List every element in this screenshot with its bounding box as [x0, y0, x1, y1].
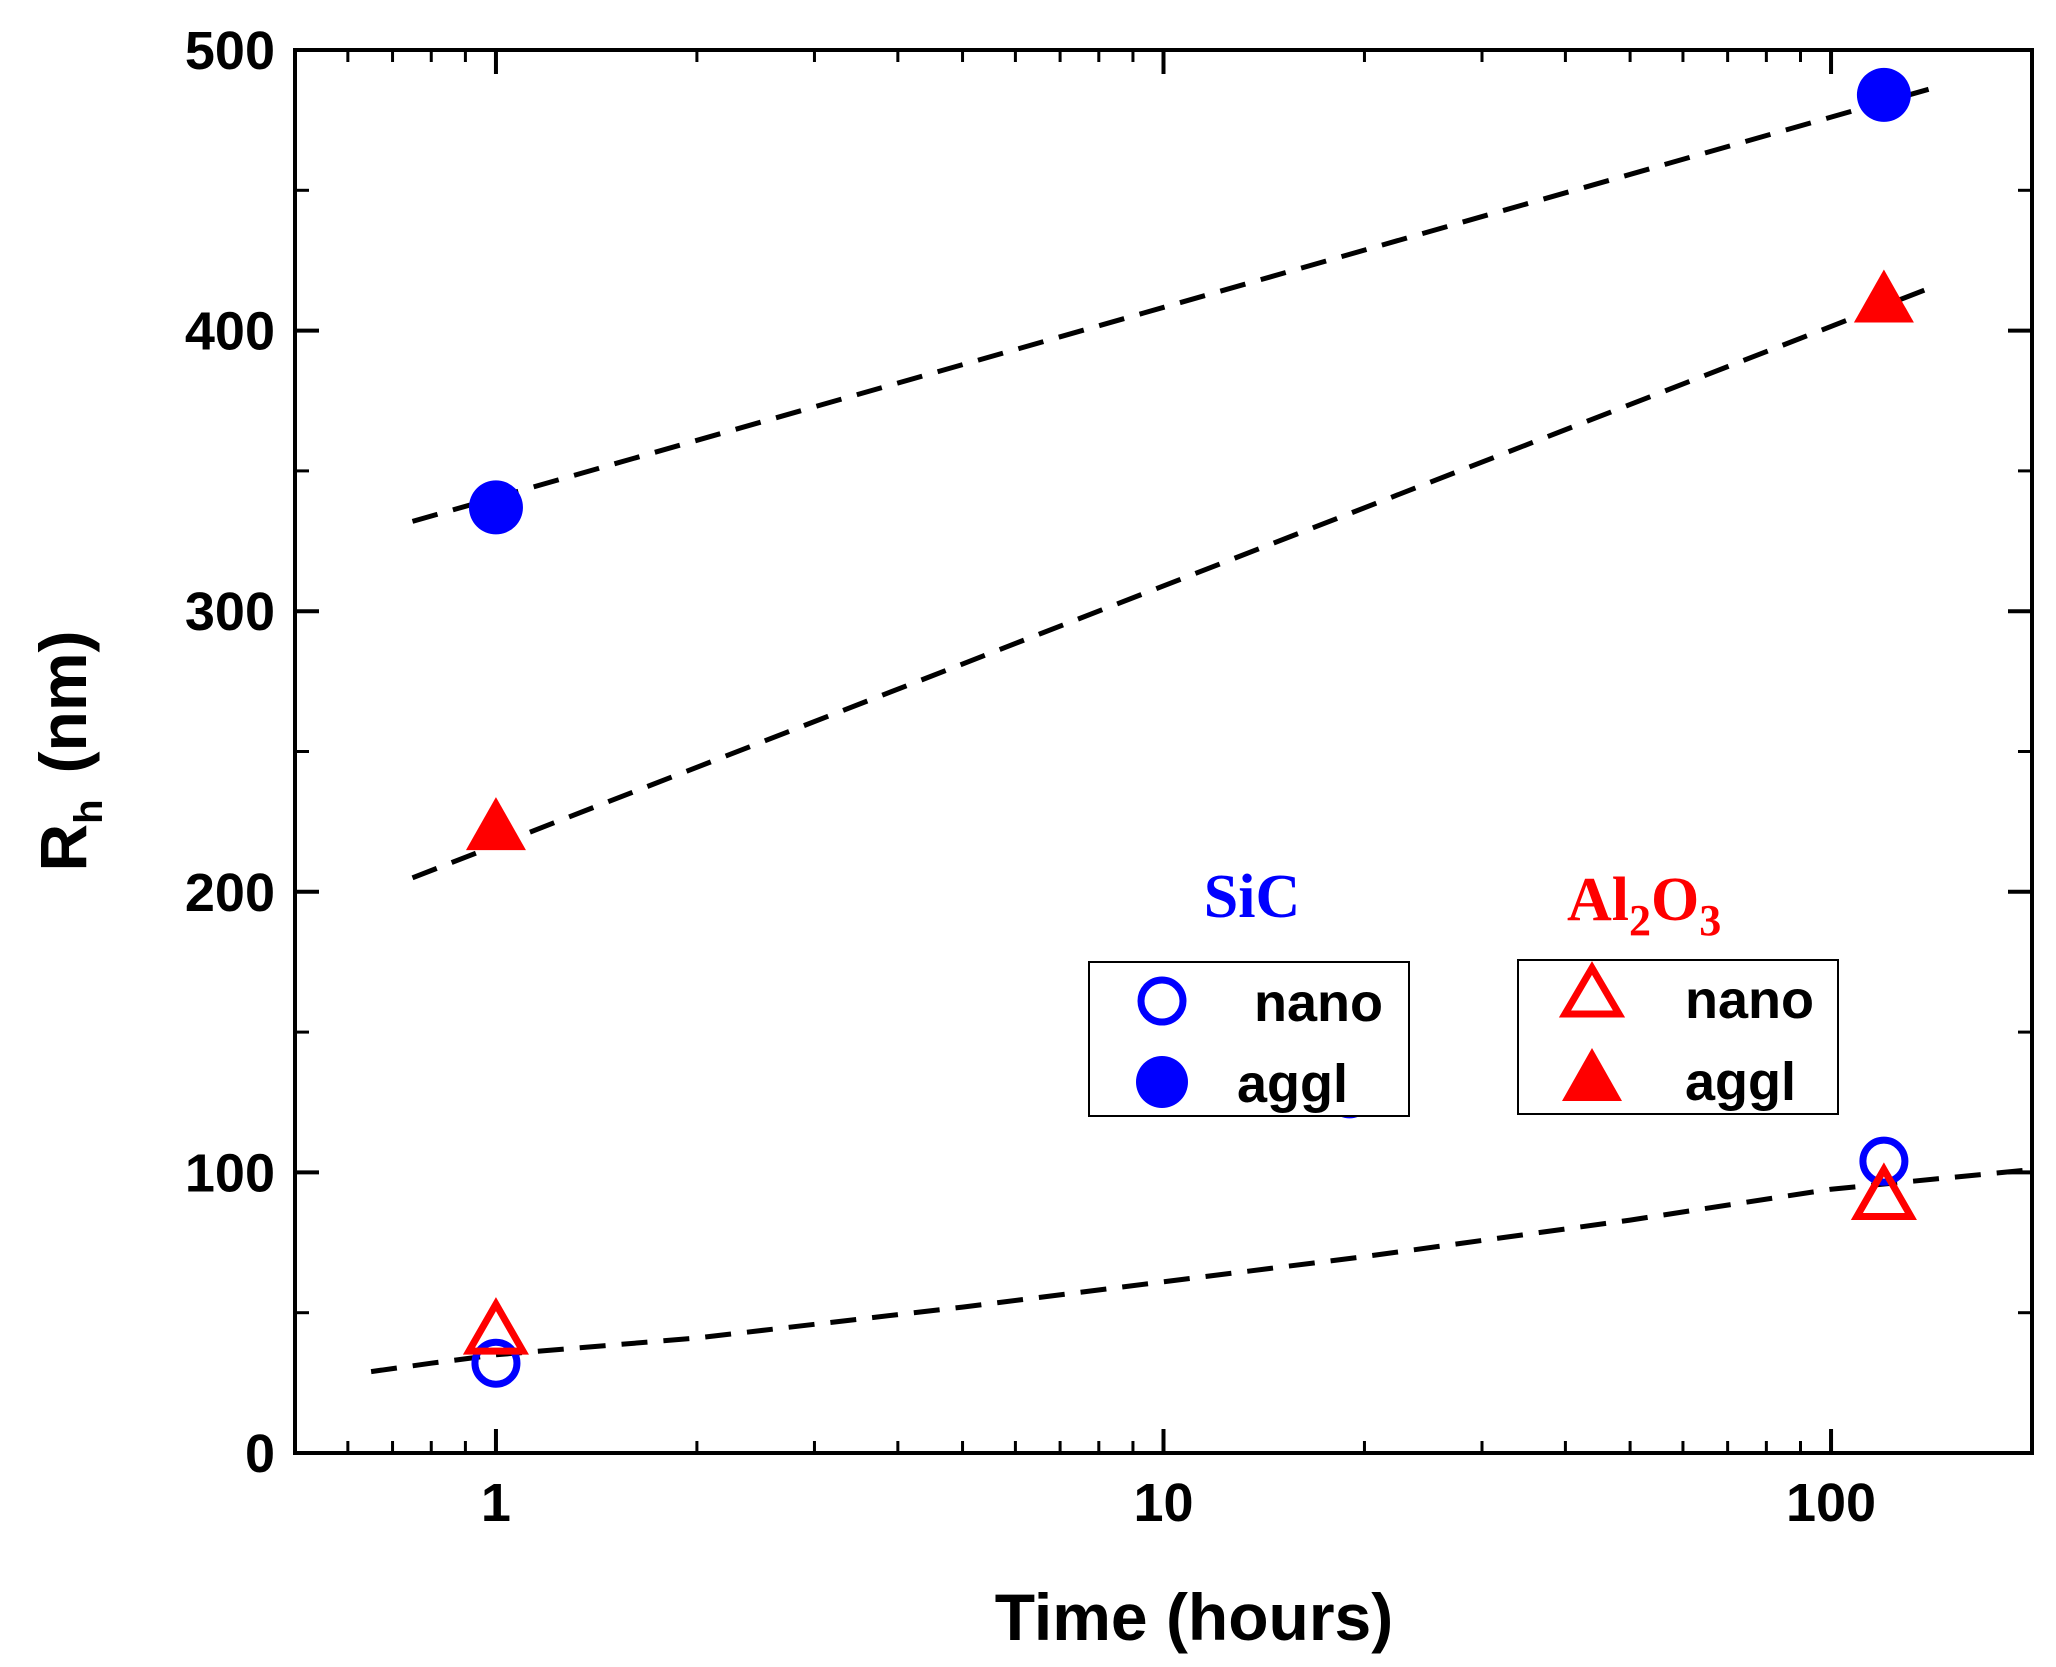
data-point-sic-aggl	[1856, 67, 1911, 122]
axis-ticks	[293, 48, 2034, 1455]
legend-sic-nano-marker	[1137, 976, 1187, 1026]
data-point-al2o3-nano	[462, 1297, 529, 1355]
legend-al2o3-title: Al2O3	[1567, 866, 1721, 945]
data-point-al2o3-aggl	[1853, 269, 1914, 323]
data-point-al2o3-aggl	[465, 797, 526, 851]
legend-al2o3-nano-label: nano	[1685, 970, 1814, 1030]
fit-line	[370, 1167, 2033, 1375]
legend-sic-nano-label: nano	[1254, 973, 1383, 1033]
y-axis-title-subscript: h	[67, 799, 111, 823]
fit-line	[411, 86, 1930, 524]
legend-sic-title: SiC	[1204, 863, 1300, 931]
y-tick-label: 100	[185, 1143, 275, 1203]
plot-frame	[293, 48, 2034, 1455]
data-point-sic-nano	[471, 1338, 521, 1388]
y-tick-label: 200	[185, 863, 275, 923]
x-tick-label: 1	[481, 1473, 511, 1533]
legend-al2o3: Al2O3 nano aggl	[1517, 866, 1839, 1115]
y-axis-title: Rh (nm)	[26, 630, 111, 871]
data-point-al2o3-nano	[1850, 1162, 1917, 1220]
legend-sic: SiC nano aggl	[1088, 863, 1410, 1117]
data-point-sic-aggl	[468, 480, 523, 535]
y-tick-label: 300	[185, 582, 275, 642]
legend-al2o3-aggl-label: aggl	[1685, 1052, 1796, 1112]
legend-sic-aggl-label: aggl	[1237, 1054, 1348, 1114]
x-tick-label: 100	[1786, 1473, 1876, 1533]
legend-al2o3-title-al: Al	[1567, 866, 1629, 934]
x-axis-title: Time (hours)	[995, 1580, 1393, 1654]
legend-al2o3-title-sub2: 3	[1699, 896, 1721, 945]
y-axis-title-unit: (nm)	[26, 630, 100, 773]
legend-sic-aggl-marker	[1136, 1056, 1188, 1108]
fit-line	[411, 286, 1930, 881]
y-tick-label: 0	[245, 1424, 275, 1484]
legend-al2o3-nano-marker	[1558, 961, 1626, 1018]
y-axis-title-symbol: R	[26, 824, 100, 872]
data-point-sic-nano	[1859, 1136, 1909, 1186]
tick-labels: 1 10 100 0 100 200 300 400 500	[185, 21, 1876, 1533]
legend-al2o3-title-o: O	[1651, 866, 1699, 934]
fit-lines	[370, 86, 2033, 1375]
legend-al2o3-aggl-marker	[1562, 1048, 1622, 1101]
y-tick-label: 400	[185, 302, 275, 362]
x-tick-label: 10	[1133, 1473, 1193, 1533]
y-tick-label: 500	[185, 21, 275, 81]
legend-al2o3-title-sub1: 2	[1629, 896, 1651, 945]
data-points	[462, 67, 1917, 1388]
